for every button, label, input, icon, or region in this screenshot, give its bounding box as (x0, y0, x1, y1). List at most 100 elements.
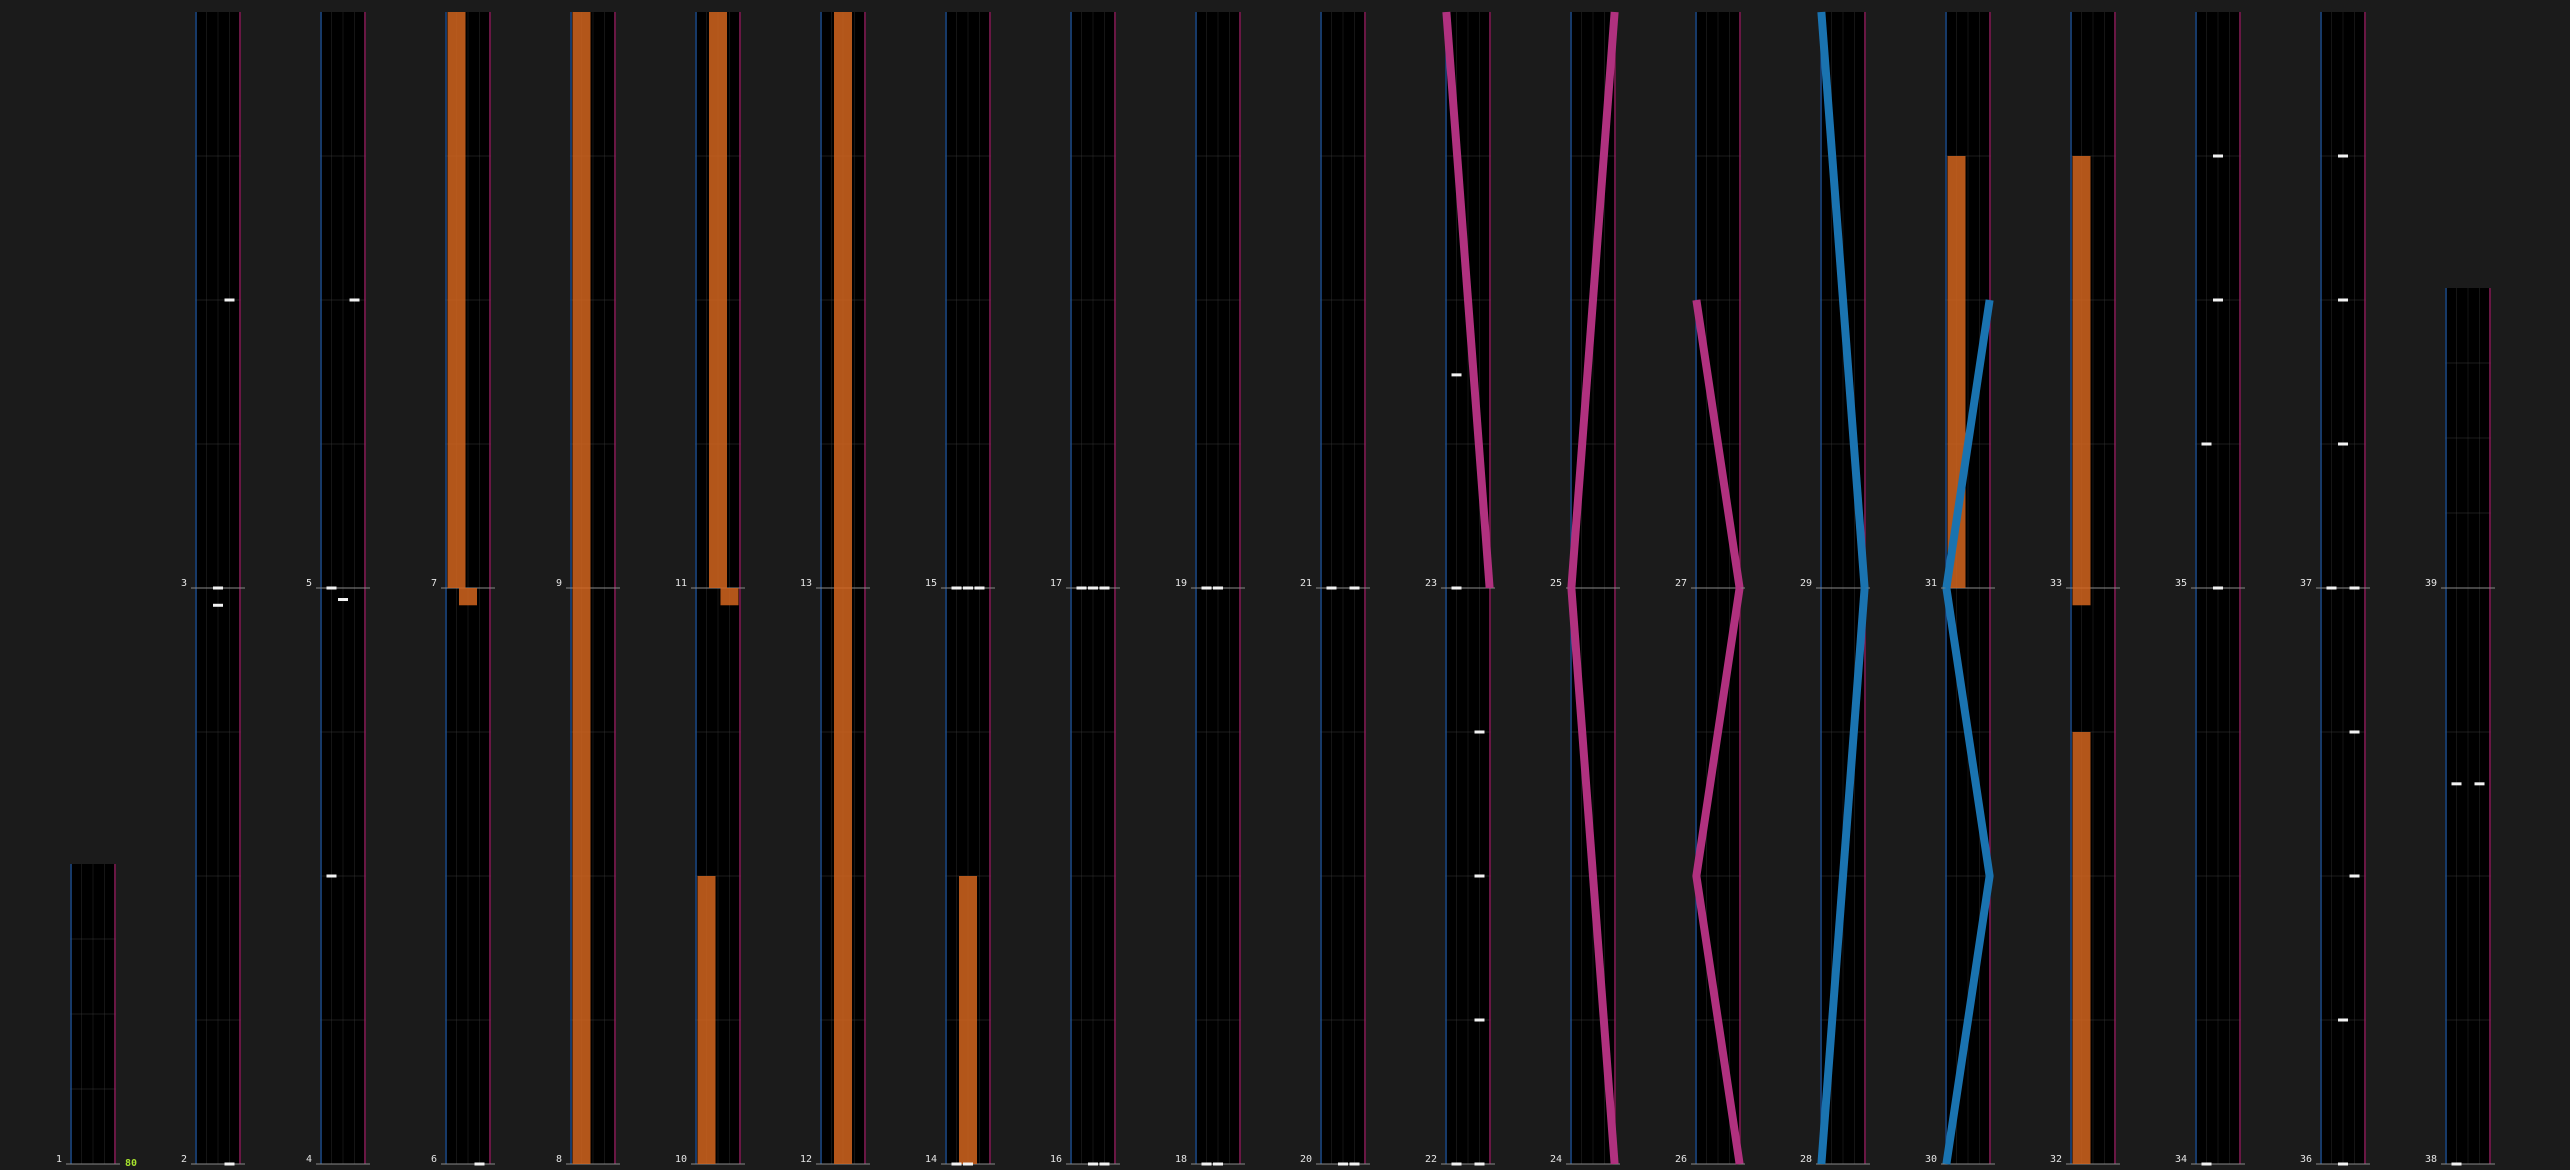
slide-note-pink[interactable] (1692, 587, 1744, 1165)
tap-note[interactable] (326, 586, 337, 590)
tap-note[interactable] (2338, 154, 2348, 158)
tap-note[interactable] (2326, 586, 2337, 590)
slide-note-blue[interactable] (1942, 299, 1994, 589)
hold-note[interactable] (459, 588, 477, 606)
tap-note[interactable] (2338, 1162, 2348, 1166)
tap-note[interactable] (2451, 1162, 2462, 1166)
measure-6[interactable] (441, 588, 495, 1165)
measure-15[interactable] (941, 12, 995, 589)
tap-note[interactable] (1099, 1162, 1110, 1166)
tap-note[interactable] (1474, 874, 1485, 878)
tap-note[interactable] (1474, 730, 1485, 734)
tap-note[interactable] (1213, 1162, 1223, 1166)
measure-39[interactable] (2441, 288, 2495, 589)
tap-note[interactable] (1201, 586, 1212, 590)
tap-note[interactable] (224, 1162, 235, 1166)
measure-17[interactable] (1066, 12, 1120, 589)
measure-26[interactable] (1691, 588, 1745, 1165)
measure-22[interactable] (1441, 588, 1495, 1165)
measure-5[interactable] (316, 12, 370, 589)
measure-36[interactable] (2316, 588, 2370, 1165)
tap-note[interactable] (963, 1162, 973, 1166)
tap-note[interactable] (1213, 586, 1223, 590)
tap-note[interactable] (2213, 298, 2223, 302)
tap-note[interactable] (951, 1162, 962, 1166)
measure-27[interactable] (1691, 12, 1745, 589)
tap-note[interactable] (1088, 586, 1098, 590)
tap-note[interactable] (2451, 782, 2462, 786)
tap-notes (213, 154, 2485, 1166)
tap-note[interactable] (1349, 586, 1360, 590)
hold-note[interactable] (697, 876, 716, 1164)
tap-note[interactable] (1076, 586, 1087, 590)
tap-note[interactable] (974, 586, 985, 590)
tap-note[interactable] (1451, 1162, 1462, 1166)
slide-note-pink[interactable] (1567, 587, 1619, 1165)
tap-note[interactable] (1099, 586, 1110, 590)
measure-37[interactable] (2316, 12, 2370, 589)
measure-1[interactable] (66, 864, 120, 1165)
measure-3[interactable] (191, 12, 245, 589)
tap-note[interactable] (2201, 442, 2212, 446)
tap-note[interactable] (1451, 373, 1462, 377)
measure-30[interactable] (1941, 588, 1995, 1165)
tap-note[interactable] (1326, 586, 1337, 590)
hold-note[interactable] (2072, 732, 2091, 1164)
tap-note[interactable] (474, 1162, 485, 1166)
tap-note[interactable] (1201, 1162, 1212, 1166)
tap-note[interactable] (2338, 1018, 2348, 1022)
tap-note[interactable] (349, 298, 360, 302)
hold-note[interactable] (709, 12, 727, 588)
measure-19[interactable] (1191, 12, 1245, 589)
tap-note[interactable] (213, 603, 223, 607)
measure-38[interactable] (2441, 588, 2495, 1165)
tap-note[interactable] (1338, 1162, 1348, 1166)
hold-note[interactable] (2072, 156, 2091, 588)
measure-20[interactable] (1316, 588, 1370, 1165)
tap-note[interactable] (1474, 1018, 1485, 1022)
tap-note[interactable] (224, 298, 235, 302)
tap-note[interactable] (1451, 586, 1462, 590)
slide-note-blue[interactable] (1817, 11, 1869, 589)
hold-note[interactable] (572, 588, 591, 1164)
tap-note[interactable] (2349, 586, 2360, 590)
measure-label: 36 (2300, 1154, 2312, 1165)
slide-note-pink[interactable] (1442, 11, 1494, 589)
hold-note[interactable] (447, 12, 466, 588)
hold-note[interactable] (2072, 588, 2091, 606)
tap-note[interactable] (963, 586, 973, 590)
tap-note[interactable] (1349, 1162, 1360, 1166)
tap-note[interactable] (2213, 154, 2223, 158)
tap-note[interactable] (2201, 1162, 2212, 1166)
tap-note[interactable] (1088, 1162, 1098, 1166)
tap-note[interactable] (213, 586, 223, 590)
tap-note[interactable] (326, 874, 337, 878)
hold-note[interactable] (834, 588, 852, 1164)
slide-note-blue[interactable] (1817, 587, 1869, 1165)
measure-16[interactable] (1066, 588, 1120, 1165)
hold-note[interactable] (572, 12, 591, 588)
tap-note[interactable] (951, 586, 962, 590)
measure-4[interactable] (316, 588, 370, 1165)
measure-18[interactable] (1191, 588, 1245, 1165)
measure-label: 18 (1175, 1154, 1187, 1165)
hold-note[interactable] (720, 588, 739, 606)
slide-note-blue[interactable] (1942, 587, 1994, 1165)
hold-note[interactable] (959, 876, 977, 1164)
tap-note[interactable] (2213, 586, 2223, 590)
measure-35[interactable] (2191, 12, 2245, 589)
measure-34[interactable] (2191, 588, 2245, 1165)
slide-note-pink[interactable] (1567, 11, 1619, 589)
tap-note[interactable] (2338, 298, 2348, 302)
tap-note[interactable] (1474, 1162, 1485, 1166)
measure-21[interactable] (1316, 12, 1370, 589)
tap-note[interactable] (2349, 874, 2360, 878)
measure-2[interactable] (191, 588, 245, 1165)
tap-note[interactable] (2474, 782, 2485, 786)
tap-note[interactable] (338, 598, 348, 602)
tap-note[interactable] (2349, 730, 2360, 734)
tap-note[interactable] (2338, 442, 2348, 446)
hold-note[interactable] (834, 12, 852, 588)
slide-note-pink[interactable] (1692, 299, 1744, 589)
